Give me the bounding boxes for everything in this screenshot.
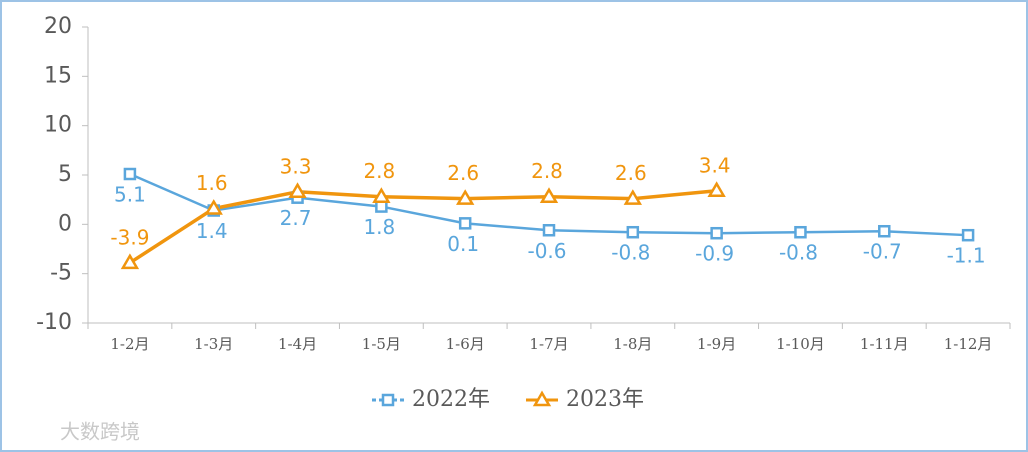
x-tick-label: 1-10月: [776, 335, 825, 353]
data-label: -0.8: [611, 241, 650, 265]
data-label: 3.4: [699, 153, 731, 177]
y-tick-label: 0: [58, 211, 72, 236]
x-tick-label: 1-11月: [860, 335, 909, 353]
marker: [542, 224, 556, 237]
marker: [458, 217, 472, 230]
legend-marker: [381, 393, 395, 407]
data-label: 2.7: [280, 206, 312, 230]
watermark: 大数跨境: [60, 420, 140, 444]
data-label: 2.6: [447, 161, 479, 185]
data-label: -3.9: [110, 225, 149, 249]
data-label: -0.9: [695, 242, 734, 266]
data-label: 1.4: [196, 219, 228, 243]
data-label: 3.3: [280, 154, 312, 178]
x-tick-label: 1-12月: [944, 335, 993, 353]
marker: [626, 225, 640, 239]
marker: [794, 225, 807, 239]
legend-label: 2022年: [412, 387, 490, 412]
data-label: 1.6: [196, 171, 228, 195]
data-label: 5.1: [114, 183, 146, 207]
data-label: 2.6: [615, 161, 647, 185]
x-tick-label: 1-6月: [446, 335, 485, 353]
x-tick-label: 1-8月: [613, 335, 652, 353]
marker: [710, 226, 723, 240]
y-tick-label: 20: [44, 14, 72, 39]
series-line: [128, 189, 717, 265]
data-label: 1.8: [363, 215, 395, 239]
marker: [623, 189, 642, 205]
marker: [120, 253, 140, 270]
marker: [878, 224, 891, 238]
x-tick-label: 1-7月: [529, 335, 568, 353]
y-tick-label: 15: [44, 63, 72, 88]
marker: [961, 228, 975, 242]
marker: [123, 167, 137, 181]
marker: [375, 200, 388, 213]
data-label: -0.6: [527, 239, 566, 263]
x-tick-label: 1-9月: [697, 335, 736, 353]
x-tick-label: 1-3月: [194, 335, 233, 353]
y-tick-label: -10: [36, 310, 72, 335]
data-label: 2.8: [531, 159, 563, 183]
data-label: 0.1: [447, 232, 479, 256]
legend-label: 2023年: [566, 387, 644, 412]
y-tick-label: 10: [44, 113, 72, 138]
y-tick-label: -5: [50, 261, 72, 286]
marker: [288, 182, 307, 199]
x-tick-label: 1-5月: [362, 335, 401, 353]
data-label: -0.8: [779, 241, 818, 265]
data-label: -1.1: [947, 244, 986, 268]
legend-marker: [532, 390, 552, 407]
x-tick-label: 1-4月: [278, 335, 317, 353]
marker: [539, 187, 559, 203]
x-tick-label: 1-2月: [110, 335, 149, 353]
marker: [204, 199, 223, 215]
marker: [372, 187, 391, 203]
y-tick-label: 5: [58, 162, 72, 187]
marker: [456, 189, 475, 205]
marker: [707, 181, 726, 198]
data-label: -0.7: [863, 240, 902, 264]
data-label: 2.8: [363, 159, 395, 183]
